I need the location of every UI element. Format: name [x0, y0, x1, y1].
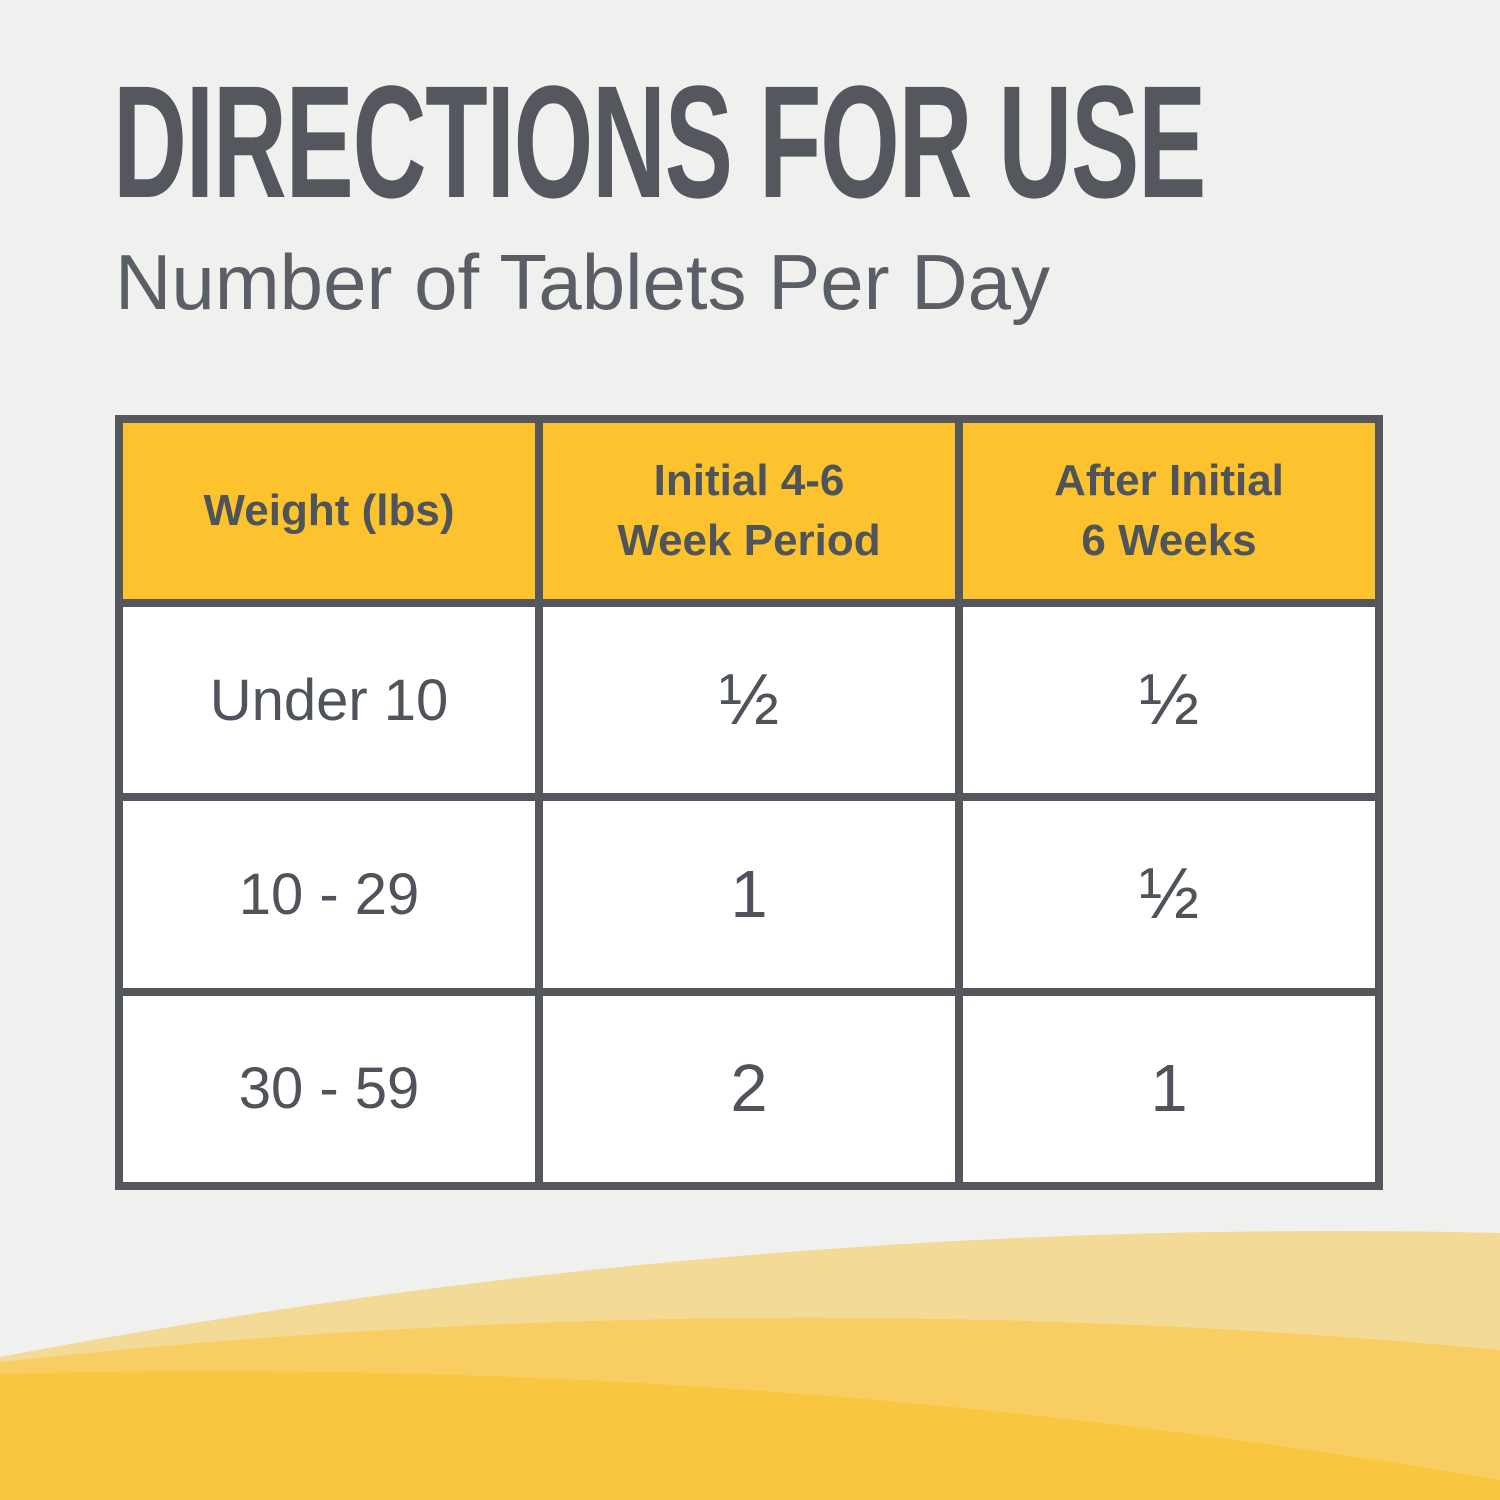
column-header-initial-line1: Initial 4-6: [653, 456, 845, 505]
column-header-weight-label: Weight (lbs): [203, 486, 455, 535]
table-cell-initial-row3: 2: [543, 995, 955, 1182]
table-cell-weight-row3: 30 - 59: [123, 995, 535, 1182]
table-cell-initial-row2: 1: [543, 801, 955, 988]
table-cell-initial-row1: ½: [543, 607, 955, 794]
wave-mid-band: [0, 1317, 1500, 1500]
wave-light-band: [0, 1230, 1500, 1500]
column-header-initial-line2: Week Period: [617, 516, 881, 565]
table-cell-after-row2: ½: [963, 801, 1375, 988]
column-header-after-initial: After Initial 6 Weeks: [963, 423, 1375, 599]
column-header-initial-period: Initial 4-6 Week Period: [543, 423, 955, 599]
wave-dark-band: [0, 1371, 1500, 1500]
table-cell-after-row1: ½: [963, 607, 1375, 794]
table-cell-weight-row1: Under 10: [123, 607, 535, 794]
column-header-after-line2: 6 Weeks: [1081, 516, 1257, 565]
table-cell-after-row3: 1: [963, 995, 1375, 1182]
page-subtitle: Number of Tablets Per Day: [115, 238, 1050, 326]
dosage-table: Weight (lbs) Initial 4-6 Week Period Aft…: [115, 415, 1383, 1190]
column-header-after-line1: After Initial: [1054, 456, 1284, 505]
column-header-weight: Weight (lbs): [123, 423, 535, 599]
page-title: DIRECTIONS FOR USE: [113, 52, 1206, 231]
table-cell-weight-row2: 10 - 29: [123, 801, 535, 988]
